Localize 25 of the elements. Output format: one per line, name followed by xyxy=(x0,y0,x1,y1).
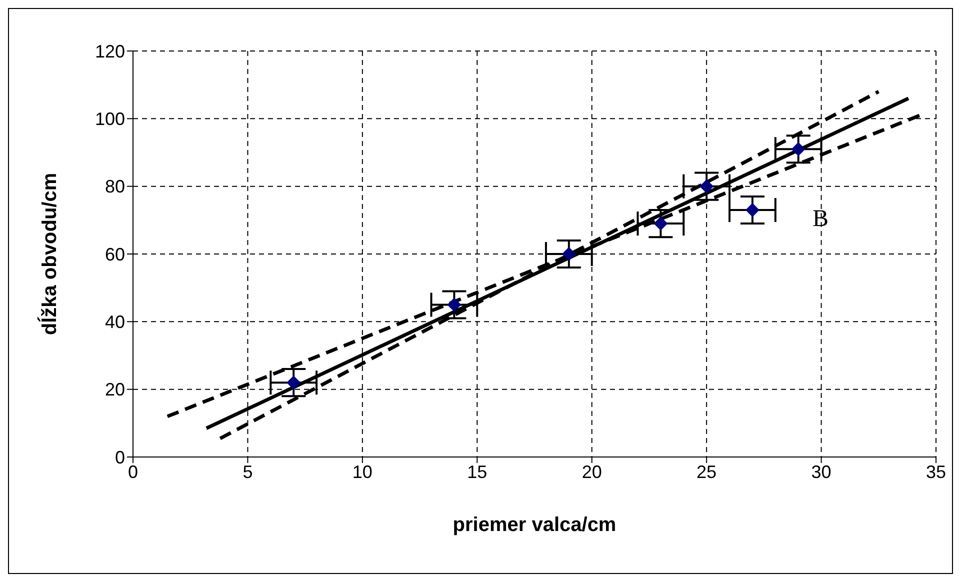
y-tick-label: 100 xyxy=(94,109,125,130)
y-axis-title: dĺžka obvodu/cm xyxy=(37,172,62,336)
annotation: B xyxy=(812,206,828,232)
x-tick-label: 10 xyxy=(352,462,372,482)
point xyxy=(654,216,668,231)
x-tick-label: 0 xyxy=(128,462,138,482)
x-tick-label: 15 xyxy=(467,462,488,482)
x-tick-label: 30 xyxy=(811,462,832,482)
point xyxy=(562,247,576,261)
point xyxy=(745,203,760,218)
point xyxy=(700,179,714,194)
point xyxy=(791,142,806,156)
x-tick-label: 20 xyxy=(582,462,602,482)
x-axis-title: priemer valca/cm xyxy=(452,514,616,536)
y-tick-label: 20 xyxy=(104,380,125,400)
y-tick-label: 40 xyxy=(104,312,125,332)
x-tick-label: 25 xyxy=(696,462,717,482)
x-tick-label: 35 xyxy=(926,462,946,482)
y-tick-label: 120 xyxy=(94,41,125,62)
x-tick-label: 5 xyxy=(242,462,253,482)
point xyxy=(286,376,301,390)
y-tick-label: 60 xyxy=(104,244,125,264)
y-tick-label: 0 xyxy=(114,447,125,468)
point xyxy=(447,298,462,312)
y-tick-label: 80 xyxy=(104,176,125,197)
